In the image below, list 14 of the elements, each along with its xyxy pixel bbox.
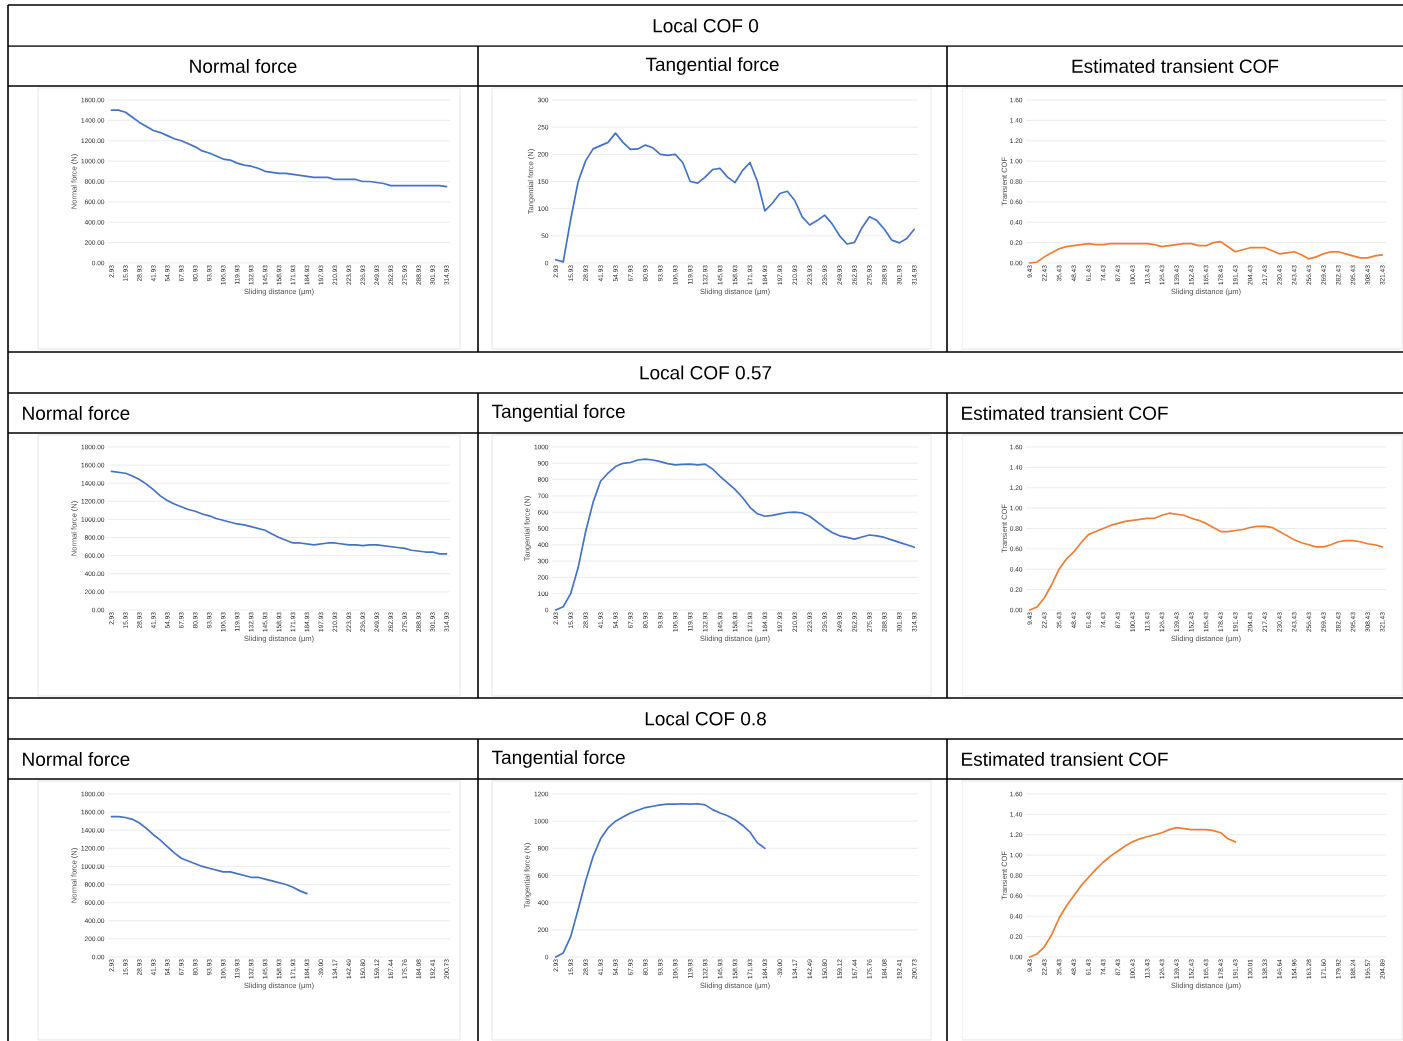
text: Local COF 0.8 xyxy=(645,711,766,726)
chart-title: Estimated transient COF xyxy=(962,406,1168,420)
chart-title: Estimated transient COF xyxy=(1072,59,1279,73)
chart-title: Normal force xyxy=(23,752,130,766)
chart-title: Normal force xyxy=(190,59,297,73)
line-series xyxy=(554,802,766,958)
chart-title: Tangential force xyxy=(491,750,625,768)
chart-title: Tangential force xyxy=(491,404,625,422)
text: Local COF 0.57 xyxy=(640,365,772,380)
chart-title: Normal force xyxy=(23,406,130,420)
chart-title: Estimated transient COF xyxy=(962,752,1168,766)
line-series xyxy=(554,132,916,263)
chart-title: Tangential force xyxy=(645,57,779,75)
text: Local COF 0 xyxy=(653,18,759,33)
